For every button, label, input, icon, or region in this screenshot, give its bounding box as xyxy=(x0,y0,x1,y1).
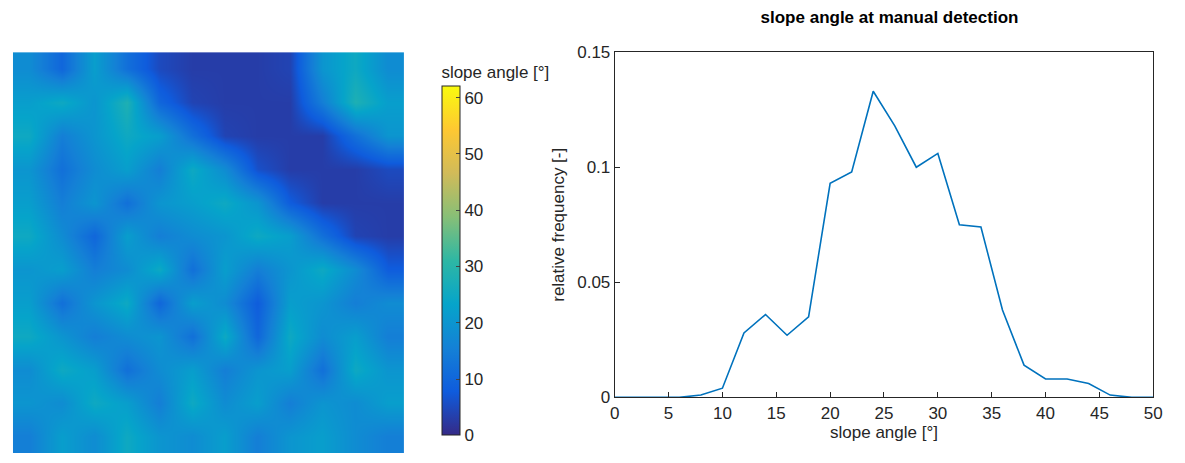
svg-text:40: 40 xyxy=(464,201,483,220)
svg-text:relative frequency [-]: relative frequency [-] xyxy=(549,148,568,302)
svg-text:5: 5 xyxy=(664,404,673,423)
svg-text:slope angle at manual detectio: slope angle at manual detection xyxy=(761,8,1019,27)
svg-text:40: 40 xyxy=(1036,404,1055,423)
svg-text:30: 30 xyxy=(928,404,947,423)
svg-text:slope angle [°]: slope angle [°] xyxy=(441,63,549,82)
svg-text:35: 35 xyxy=(982,404,1001,423)
svg-text:20: 20 xyxy=(821,404,840,423)
svg-text:25: 25 xyxy=(875,404,894,423)
svg-text:50: 50 xyxy=(1144,404,1163,423)
svg-text:60: 60 xyxy=(464,89,483,108)
svg-text:0.1: 0.1 xyxy=(587,158,611,177)
svg-text:15: 15 xyxy=(767,404,786,423)
svg-text:30: 30 xyxy=(464,257,483,276)
svg-text:0.15: 0.15 xyxy=(577,43,610,62)
svg-text:0: 0 xyxy=(464,426,473,445)
svg-text:0.05: 0.05 xyxy=(577,273,610,292)
svg-text:10: 10 xyxy=(464,370,483,389)
svg-text:10: 10 xyxy=(713,404,732,423)
svg-text:0: 0 xyxy=(601,388,610,407)
svg-text:20: 20 xyxy=(464,314,483,333)
svg-text:slope angle [°]: slope angle [°] xyxy=(830,423,938,442)
svg-text:0: 0 xyxy=(610,404,619,423)
svg-text:50: 50 xyxy=(464,145,483,164)
svg-text:45: 45 xyxy=(1090,404,1109,423)
